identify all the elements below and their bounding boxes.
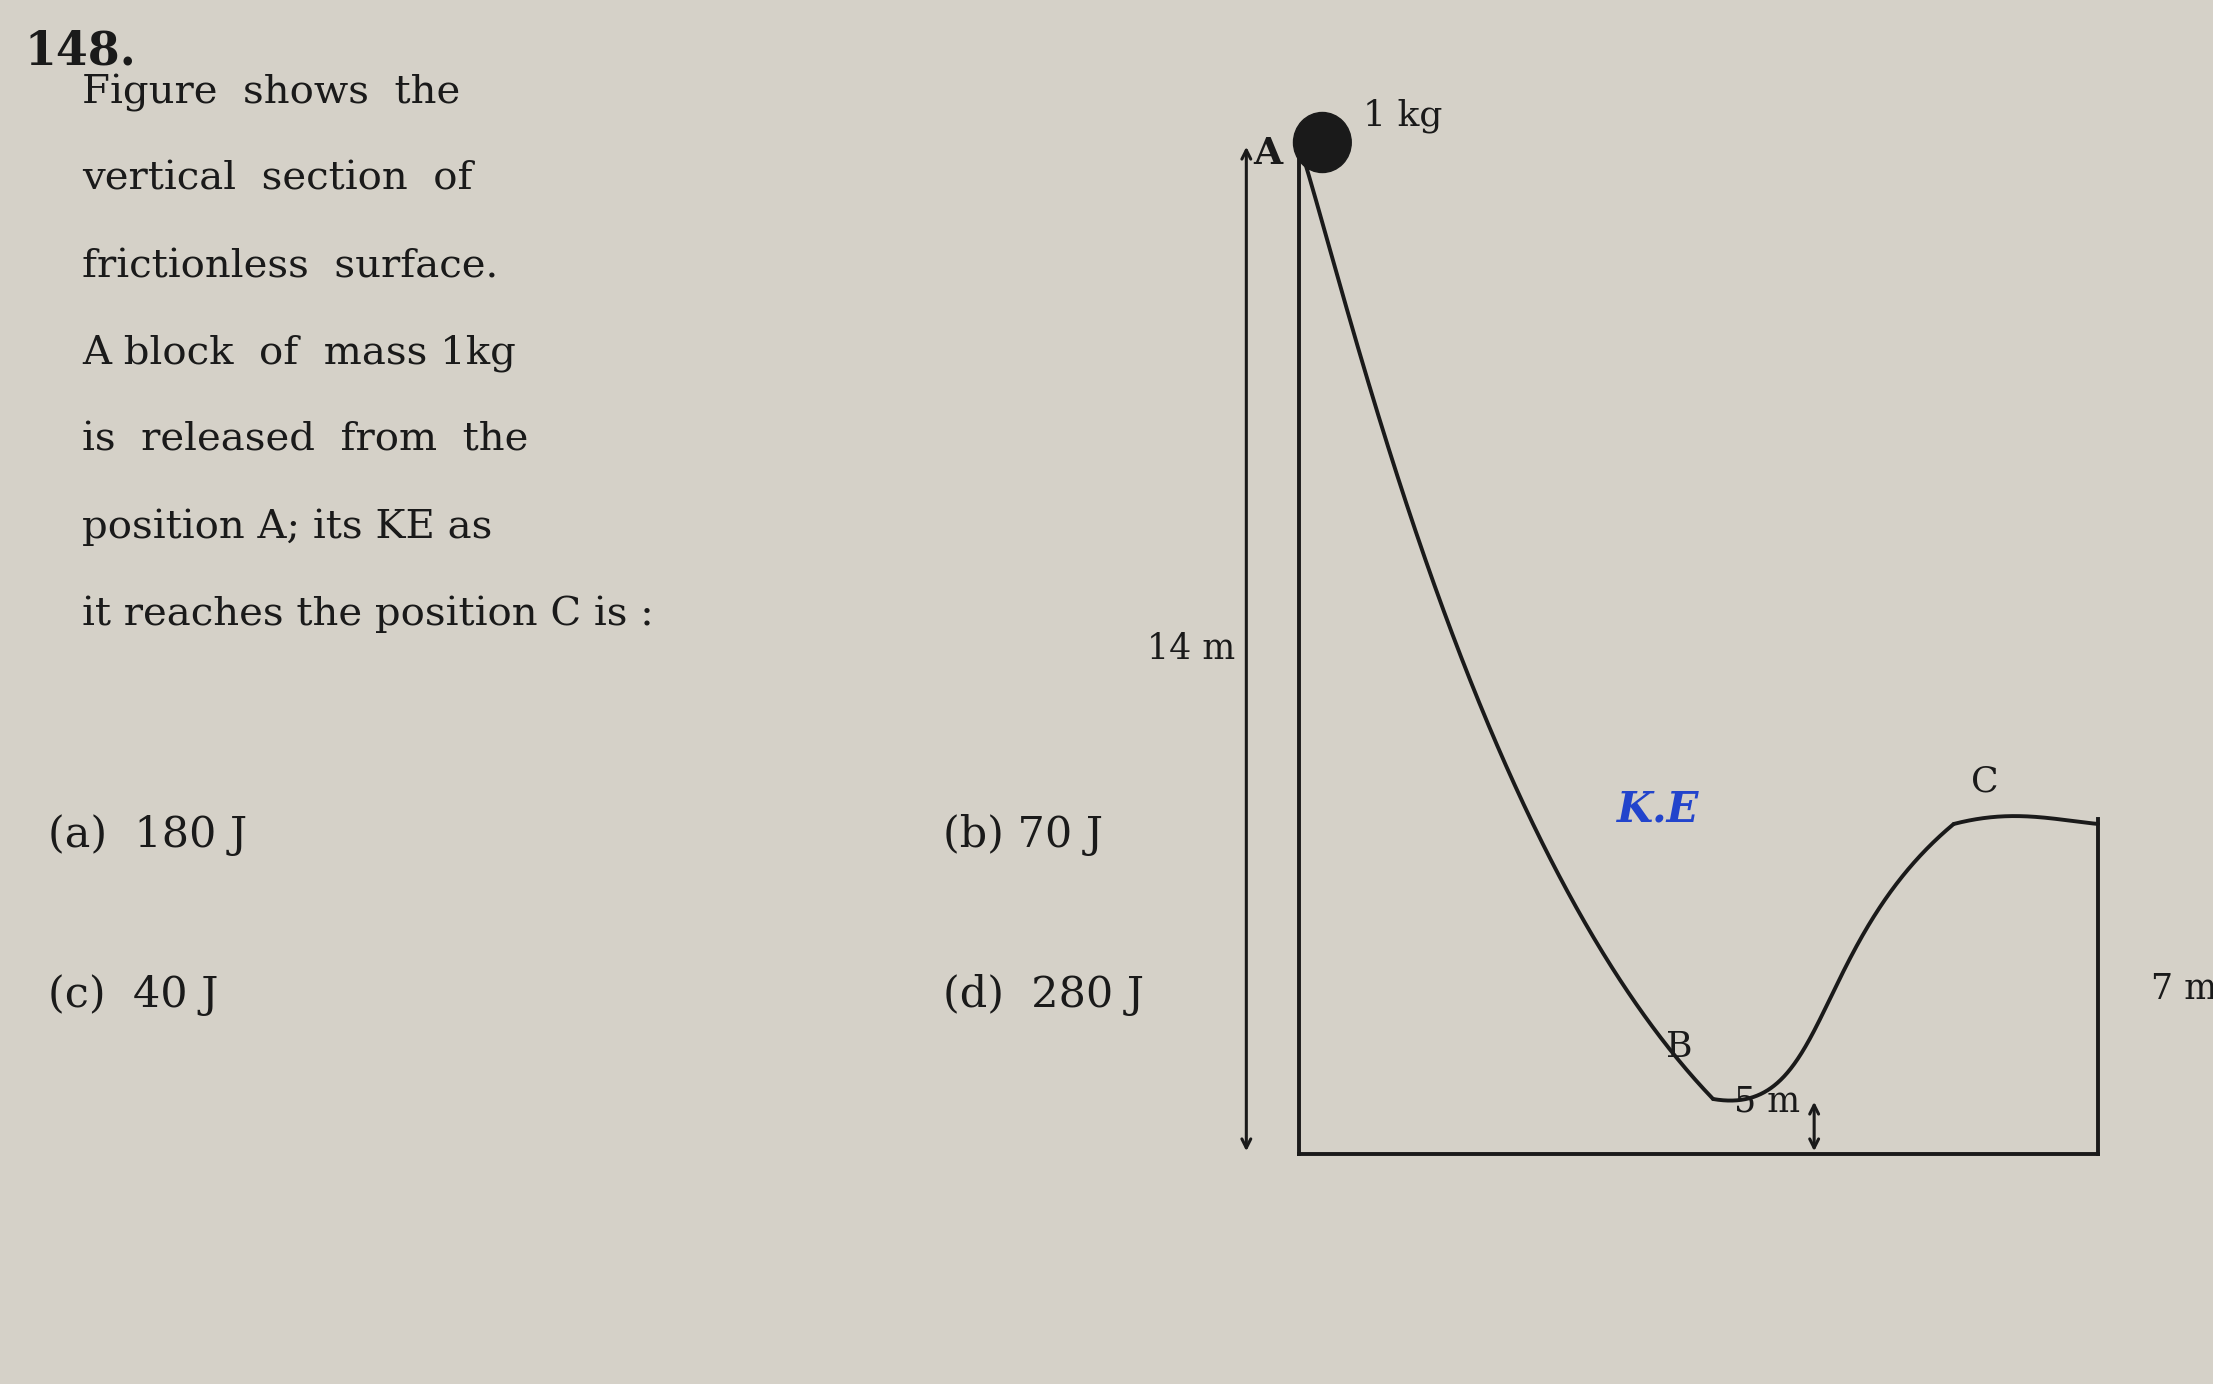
Text: Figure  shows  the: Figure shows the (82, 73, 460, 112)
Text: it reaches the position C is :: it reaches the position C is : (82, 597, 653, 634)
Circle shape (1292, 112, 1352, 173)
Text: 148.: 148. (24, 29, 135, 75)
Text: 1 kg: 1 kg (1363, 98, 1443, 133)
Text: 14 m: 14 m (1146, 632, 1235, 666)
Text: vertical  section  of: vertical section of (82, 161, 471, 198)
Text: A: A (1253, 136, 1281, 173)
Text: (a)  180 J: (a) 180 J (49, 814, 248, 855)
Text: A block  of  mass 1kg: A block of mass 1kg (82, 335, 516, 372)
Text: position A; its KE as: position A; its KE as (82, 509, 491, 547)
Text: (b) 70 J: (b) 70 J (943, 814, 1104, 855)
Text: frictionless  surface.: frictionless surface. (82, 248, 498, 285)
Text: (c)  40 J: (c) 40 J (49, 974, 219, 1016)
Text: C: C (1972, 765, 1998, 799)
Text: K.E: K.E (1618, 789, 1700, 830)
Text: 5 m: 5 m (1733, 1085, 1799, 1118)
Text: (d)  280 J: (d) 280 J (943, 974, 1144, 1016)
Text: 7 m: 7 m (2151, 972, 2213, 1006)
Text: B: B (1666, 1030, 1693, 1064)
Text: is  released  from  the: is released from the (82, 422, 529, 459)
